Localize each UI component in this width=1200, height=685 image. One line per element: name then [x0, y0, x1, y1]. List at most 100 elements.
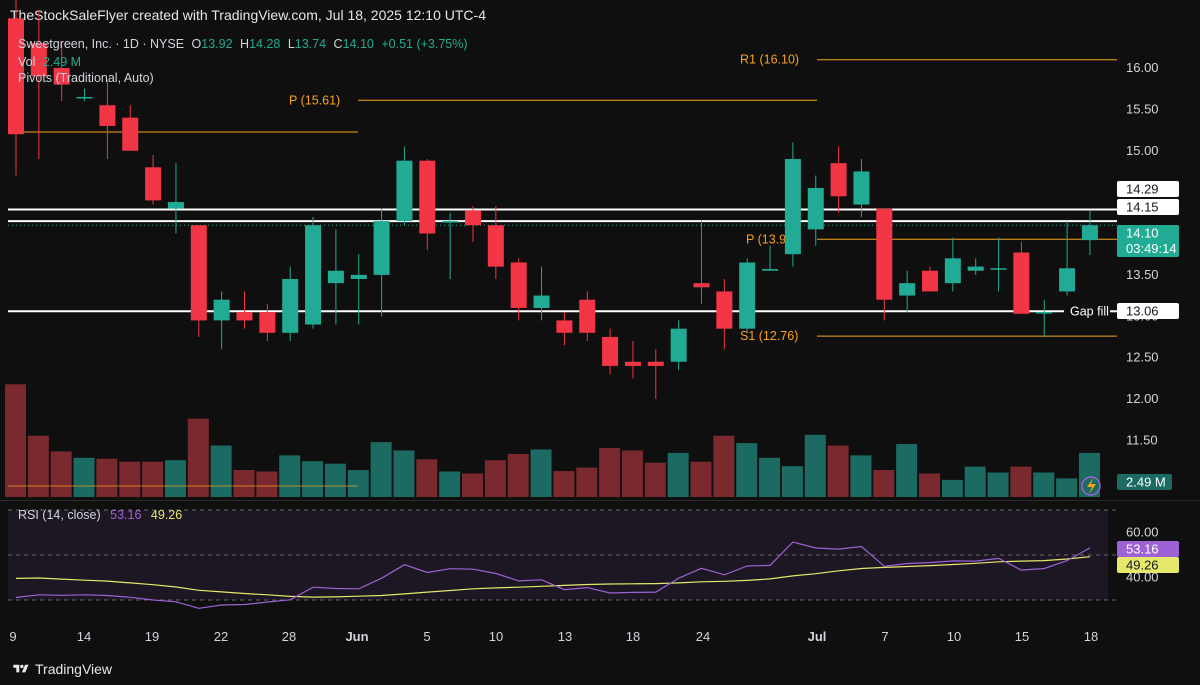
candle[interactable] [145, 154, 162, 205]
candle[interactable] [967, 258, 984, 275]
candle-body[interactable] [30, 43, 47, 77]
candle-body[interactable] [1036, 312, 1053, 314]
candle[interactable] [259, 303, 276, 342]
candle-body[interactable] [579, 299, 596, 333]
candle[interactable] [236, 291, 253, 329]
candle[interactable] [990, 237, 1007, 292]
candle-body[interactable] [53, 68, 70, 85]
candle[interactable] [487, 206, 504, 280]
candle[interactable] [282, 266, 299, 342]
candle[interactable] [784, 142, 801, 267]
candle-body[interactable] [282, 279, 299, 333]
candle-body[interactable] [145, 167, 162, 201]
candle[interactable] [396, 146, 413, 226]
candle-body[interactable] [350, 274, 367, 280]
candle-body[interactable] [716, 291, 733, 329]
candle-body[interactable] [259, 312, 276, 333]
candle[interactable] [739, 258, 756, 333]
candle-body[interactable] [167, 202, 184, 209]
candle-body[interactable] [876, 208, 893, 300]
candle-body[interactable] [396, 160, 413, 222]
candle[interactable] [99, 80, 116, 160]
candle-body[interactable] [76, 96, 93, 99]
candle-body[interactable] [922, 270, 938, 292]
candle-body[interactable] [1059, 268, 1076, 292]
candle-body[interactable] [1081, 225, 1098, 241]
candle[interactable] [647, 349, 664, 399]
candle[interactable] [442, 212, 459, 280]
candle[interactable] [533, 266, 550, 321]
candle[interactable] [190, 225, 207, 337]
candle-body[interactable] [327, 270, 344, 284]
candle-body[interactable] [670, 328, 687, 362]
candle[interactable] [1013, 241, 1030, 314]
candle-body[interactable] [739, 262, 756, 329]
candle[interactable] [122, 105, 139, 151]
candle[interactable] [53, 43, 70, 102]
candle-body[interactable] [1013, 252, 1030, 314]
candle-body[interactable] [122, 117, 139, 151]
candle-body[interactable] [899, 283, 916, 296]
candle[interactable] [76, 88, 93, 102]
candle[interactable] [602, 328, 619, 375]
candle-body[interactable] [213, 299, 230, 321]
candle[interactable] [167, 163, 184, 234]
candle[interactable] [693, 221, 710, 304]
candle[interactable] [373, 208, 390, 317]
candle-body[interactable] [944, 258, 961, 284]
candle[interactable] [579, 291, 596, 342]
candle-body[interactable] [602, 336, 619, 366]
candle[interactable] [213, 291, 230, 350]
candle-body[interactable] [99, 105, 116, 126]
candle-body[interactable] [305, 225, 322, 325]
flash-icon[interactable] [1081, 476, 1101, 496]
candle[interactable] [876, 208, 893, 321]
candle[interactable] [1081, 210, 1098, 256]
candle[interactable] [510, 258, 527, 321]
candle[interactable] [1059, 221, 1076, 296]
candle-body[interactable] [442, 221, 459, 223]
candle[interactable] [853, 159, 870, 217]
candle[interactable] [465, 206, 481, 242]
candle-body[interactable] [487, 225, 504, 267]
candle[interactable] [8, 0, 24, 176]
candle-body[interactable] [807, 187, 824, 230]
candle-body[interactable] [762, 269, 779, 271]
candle[interactable] [716, 279, 733, 350]
candle-body[interactable] [236, 312, 253, 321]
candle[interactable] [624, 341, 641, 379]
candle[interactable] [350, 254, 367, 325]
candle-body[interactable] [830, 163, 847, 197]
candle[interactable] [807, 175, 824, 246]
candle-body[interactable] [556, 320, 573, 333]
candle-body[interactable] [190, 225, 207, 321]
candle[interactable] [556, 312, 573, 346]
candle-body[interactable] [624, 361, 641, 366]
candle[interactable] [305, 216, 322, 329]
candle[interactable] [899, 270, 916, 313]
candle[interactable] [327, 229, 344, 325]
horizontal-lines[interactable]: Gap fill [8, 208, 1117, 319]
candles[interactable] [8, 0, 1098, 399]
candle-body[interactable] [533, 295, 550, 308]
candle-body[interactable] [853, 171, 870, 205]
candle-body[interactable] [647, 361, 664, 366]
candle-body[interactable] [419, 160, 436, 234]
candle-body[interactable] [990, 268, 1007, 270]
candle[interactable] [670, 320, 687, 371]
candle[interactable] [419, 159, 436, 251]
candle[interactable] [1036, 299, 1053, 337]
candle[interactable] [762, 245, 779, 271]
candle-body[interactable] [510, 262, 527, 308]
candle-body[interactable] [373, 221, 390, 275]
candle-body[interactable] [784, 159, 801, 255]
candle[interactable] [830, 146, 847, 213]
candle-body[interactable] [8, 18, 24, 135]
candle[interactable] [944, 237, 961, 292]
candle-body[interactable] [693, 283, 710, 288]
candle[interactable] [30, 10, 47, 160]
candle-body[interactable] [967, 266, 984, 271]
candle-body[interactable] [465, 210, 481, 226]
candle[interactable] [922, 266, 938, 292]
